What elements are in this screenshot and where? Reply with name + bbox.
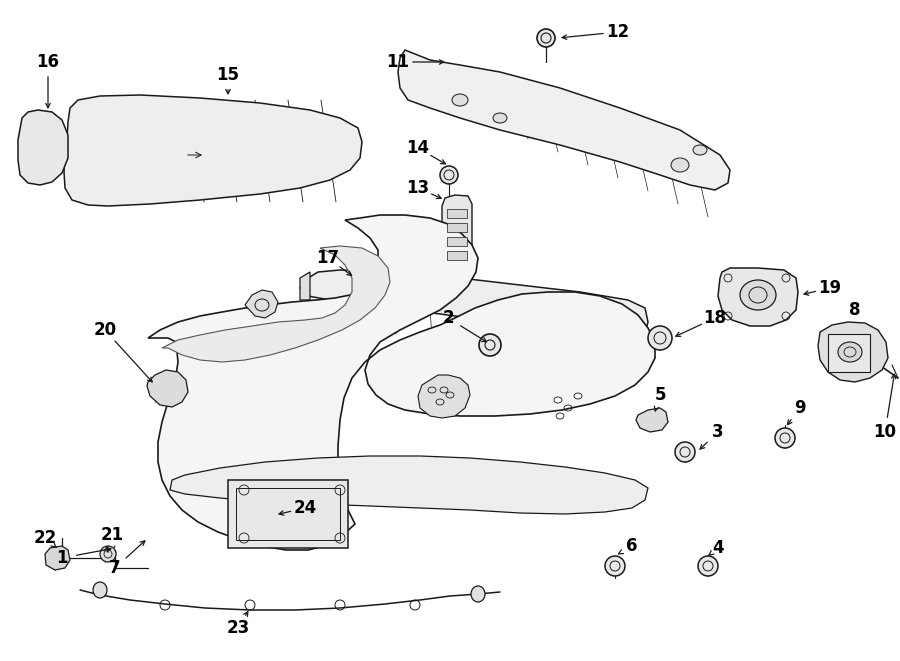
Polygon shape [148,215,655,550]
Text: 2: 2 [442,309,454,327]
Bar [236,488,340,540]
Text: 24: 24 [293,499,317,517]
Polygon shape [64,95,362,206]
Ellipse shape [693,145,707,155]
Ellipse shape [100,546,116,562]
Polygon shape [718,268,798,326]
Ellipse shape [838,342,862,362]
Ellipse shape [440,166,458,184]
Text: 17: 17 [317,249,339,267]
Text: 15: 15 [217,66,239,84]
Text: 7: 7 [109,559,121,577]
Text: 13: 13 [407,179,429,197]
Polygon shape [170,456,648,514]
Ellipse shape [775,428,795,448]
Text: 18: 18 [704,309,726,327]
Polygon shape [418,375,470,418]
Text: 20: 20 [94,321,117,339]
Ellipse shape [471,586,485,602]
Bar [828,334,870,372]
Text: 14: 14 [407,139,429,157]
Polygon shape [245,290,278,318]
Text: 16: 16 [37,53,59,71]
Ellipse shape [671,158,689,172]
Polygon shape [300,272,310,300]
Polygon shape [818,322,888,382]
Text: 8: 8 [850,301,860,319]
Ellipse shape [605,556,625,576]
Ellipse shape [479,334,501,356]
Polygon shape [442,195,472,268]
Text: 9: 9 [794,399,806,417]
Ellipse shape [493,113,507,123]
Text: 11: 11 [386,53,410,71]
Polygon shape [147,370,188,407]
Polygon shape [18,110,68,185]
Bar [447,251,467,260]
Ellipse shape [537,29,555,47]
Polygon shape [398,50,730,190]
Text: 5: 5 [654,386,666,404]
Text: 10: 10 [874,423,896,441]
Text: 23: 23 [227,619,249,637]
Bar [447,223,467,232]
Text: 21: 21 [101,526,123,544]
Ellipse shape [648,326,672,350]
Polygon shape [45,546,70,570]
Ellipse shape [480,310,500,326]
Bar [447,237,467,246]
Ellipse shape [740,280,776,310]
Bar [447,209,467,218]
Ellipse shape [452,94,468,106]
Polygon shape [162,246,390,362]
Text: 6: 6 [626,537,638,555]
Text: 22: 22 [33,529,57,547]
Ellipse shape [93,582,107,598]
Ellipse shape [698,556,718,576]
Text: 3: 3 [712,423,724,441]
Polygon shape [636,408,668,432]
Text: 4: 4 [712,539,724,557]
Text: 1: 1 [56,549,68,567]
Text: 19: 19 [818,279,842,297]
Bar [228,480,348,548]
Ellipse shape [675,442,695,462]
Ellipse shape [370,298,390,314]
Text: 12: 12 [607,23,630,41]
Polygon shape [300,270,648,340]
